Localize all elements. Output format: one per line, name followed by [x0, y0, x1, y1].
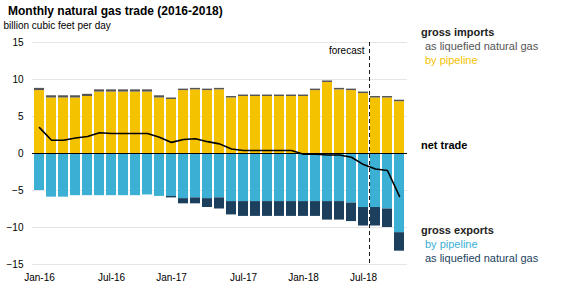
- svg-text:Jan-16: Jan-16: [24, 272, 55, 283]
- svg-text:−15: −15: [7, 259, 24, 270]
- svg-text:10: 10: [12, 74, 24, 85]
- html-text:net trade: net trade: [421, 139, 468, 151]
- svg-text:Jul-18: Jul-18: [350, 272, 378, 283]
- svg-text:billion cubic feet per day: billion cubic feet per day: [4, 20, 111, 31]
- svg-text:5: 5: [18, 111, 24, 122]
- svg-text:Jul-17: Jul-17: [230, 272, 258, 283]
- svg-text:forecast: forecast: [329, 45, 365, 56]
- svg-text:Jul-16: Jul-16: [98, 272, 126, 283]
- svg-text:−5: −5: [12, 185, 24, 196]
- svg-text:Jan-17: Jan-17: [156, 272, 187, 283]
- svg-text:−10: −10: [7, 222, 24, 233]
- html-text:gross exports: gross exports: [421, 224, 494, 236]
- html-text:by pipeline: by pipeline: [425, 238, 478, 250]
- html-text:Monthly natural gas trade (201: Monthly natural gas trade (2016-2018): [8, 4, 223, 18]
- html-text:as liquefied natural gas: as liquefied natural gas: [425, 40, 539, 52]
- html-text:by pipeline: by pipeline: [425, 54, 478, 66]
- html-text:as liquefied natural gas: as liquefied natural gas: [425, 252, 539, 264]
- svg-text:0: 0: [18, 148, 24, 159]
- svg-text:15: 15: [12, 37, 24, 48]
- html-text:gross imports: gross imports: [421, 26, 495, 38]
- svg-text:Jan-18: Jan-18: [288, 272, 319, 283]
